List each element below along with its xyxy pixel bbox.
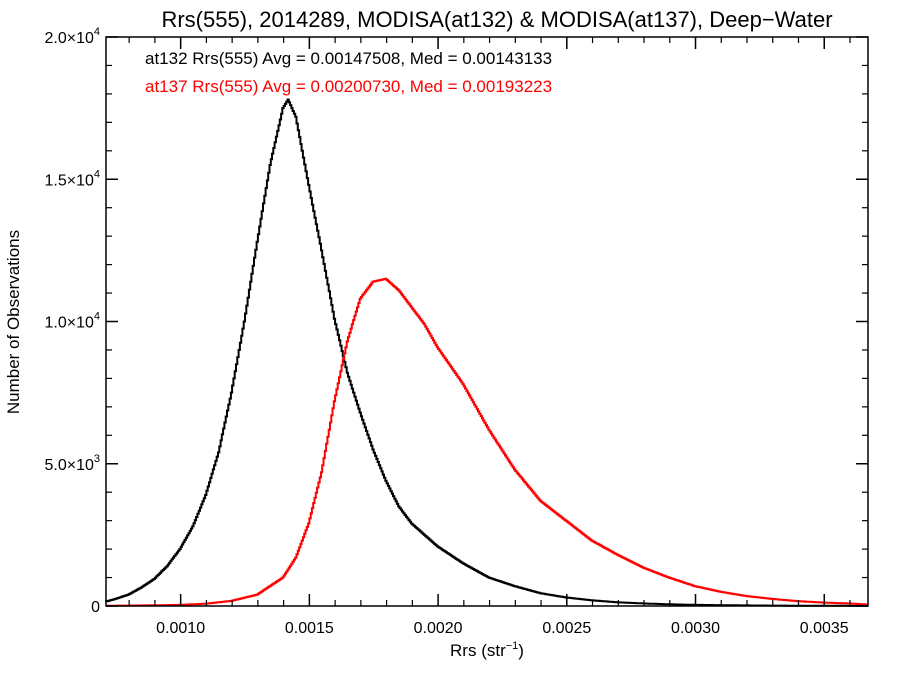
x-axis-title-sup: −1 xyxy=(506,640,519,652)
x-tick-label: 0.0035 xyxy=(800,620,849,637)
plot-frame xyxy=(105,36,869,607)
y-tick-label: 5.0×103 xyxy=(44,453,100,474)
x-axis-title: Rrs (str−1) xyxy=(450,640,524,660)
x-tick-label: 0.0025 xyxy=(542,620,591,637)
y-tick-label: 1.5×104 xyxy=(44,168,100,189)
annotation-at132-stats: at132 Rrs(555) Avg = 0.00147508, Med = 0… xyxy=(145,49,552,68)
ticks-layer: 0.0010 0.0015 0.0020 0.0025 0.0030 0.0035 0 5.0… xyxy=(44,26,868,637)
y-tick-label: 2.0×104 xyxy=(44,26,100,47)
series-layer xyxy=(105,98,868,607)
x-axis-title-text: Rrs (str xyxy=(450,641,506,660)
x-axis-title-suffix: ) xyxy=(518,641,524,660)
x-tick-label: 0.0030 xyxy=(671,620,720,637)
x-tick-label: 0.0015 xyxy=(285,620,334,637)
annotation-at137-stats: at137 Rrs(555) Avg = 0.00200730, Med = 0… xyxy=(145,77,552,96)
x-tick-label: 0.0010 xyxy=(156,620,205,637)
y-axis-title: Number of Observations xyxy=(4,230,23,414)
series-line-0 xyxy=(105,98,868,607)
series-line-1 xyxy=(106,277,868,607)
y-tick-label: 1.0×104 xyxy=(44,311,100,332)
chart-title: Rrs(555), 2014289, MODISA(at132) & MODIS… xyxy=(161,7,832,32)
x-tick-label: 0.0020 xyxy=(414,620,463,637)
y-tick-label: 0 xyxy=(91,599,100,616)
